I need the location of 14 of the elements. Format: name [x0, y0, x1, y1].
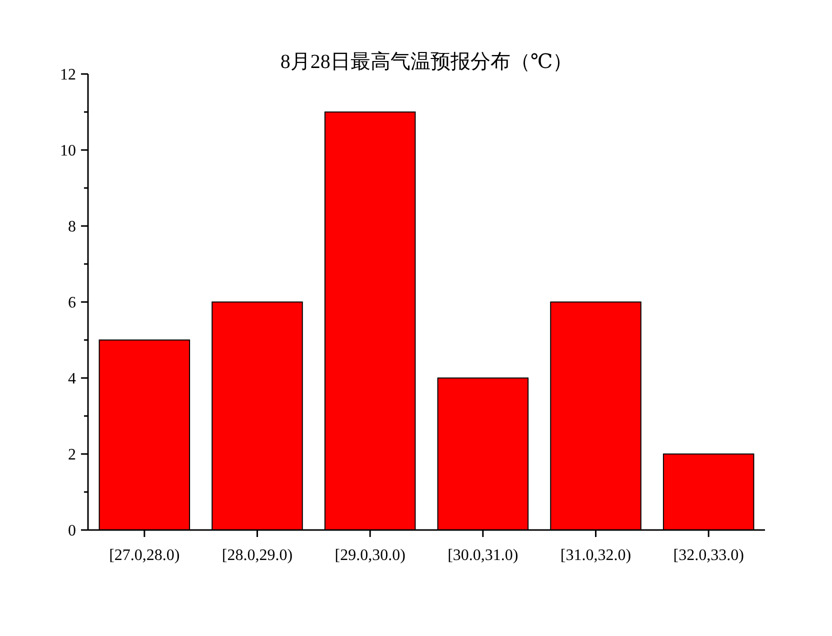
x-tick-label: [28.0,29.0)	[222, 547, 293, 564]
y-tick-label: 4	[68, 370, 76, 388]
y-tick-label: 8	[68, 218, 76, 236]
x-tick-label: [29.0,30.0)	[334, 547, 406, 564]
x-tick-label: [32.0,33.0)	[673, 547, 744, 564]
y-tick-label: 10	[60, 142, 76, 160]
x-tick-label: [30.0,31.0)	[448, 547, 518, 564]
y-tick-label: 0	[68, 522, 76, 540]
x-tick-label: [31.0,32.0)	[560, 547, 632, 564]
y-tick-label: 2	[68, 446, 76, 464]
chart-title: 8月28日最高气温预报分布（℃）	[280, 50, 573, 73]
x-tick-label: [27.0,28.0)	[109, 547, 180, 564]
y-tick-label: 6	[68, 294, 76, 312]
y-tick-label: 12	[60, 66, 76, 84]
